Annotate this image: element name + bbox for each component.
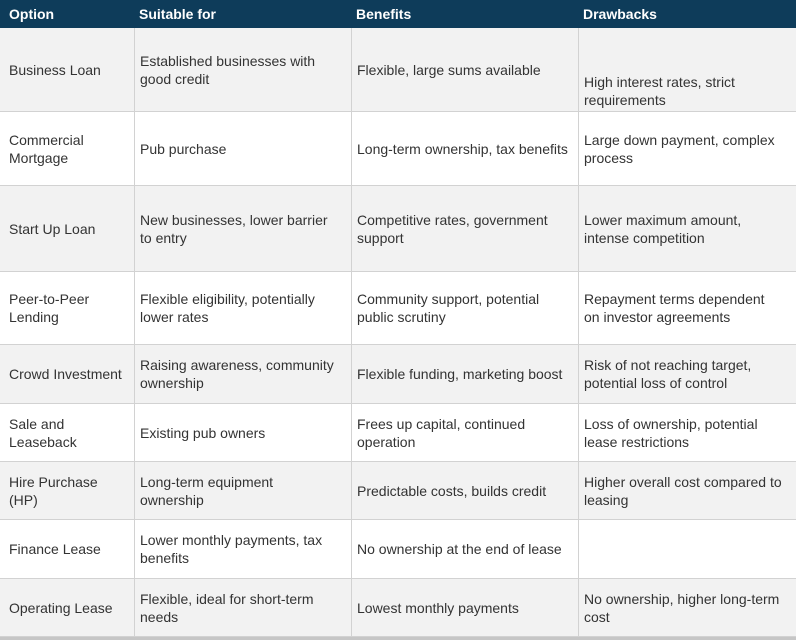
cell-benefits: Long-term ownership, tax benefits — [351, 112, 578, 186]
cell-drawbacks: No ownership, higher long-term cost — [578, 579, 796, 637]
cell-suitable-for: Established businesses with good credit — [134, 28, 351, 112]
cell-suitable-for: Lower monthly payments, tax benefits — [134, 520, 351, 579]
cell-drawbacks: Loss of ownership, potential lease restr… — [578, 404, 796, 462]
cell-benefits: Competitive rates, government support — [351, 186, 578, 272]
cell-option: Hire Purchase (HP) — [0, 462, 134, 520]
column-header-option: Option — [0, 0, 134, 28]
cell-option: Sale and Leaseback — [0, 404, 134, 462]
cell-benefits: Lowest monthly payments — [351, 579, 578, 637]
cell-drawbacks: Lower maximum amount, intense competitio… — [578, 186, 796, 272]
cell-drawbacks: Higher overall cost compared to leasing — [578, 462, 796, 520]
cell-benefits: No ownership at the end of lease — [351, 520, 578, 579]
cell-suitable-for: Raising awareness, community ownership — [134, 345, 351, 404]
cell-suitable-for: Existing pub owners — [134, 404, 351, 462]
cell-benefits: Predictable costs, builds credit — [351, 462, 578, 520]
cell-suitable-for: Flexible eligibility, potentially lower … — [134, 272, 351, 345]
table-row: Business Loan Established businesses wit… — [0, 28, 796, 112]
cell-suitable-for: Flexible, ideal for short-term needs — [134, 579, 351, 637]
column-header-benefits: Benefits — [351, 0, 578, 28]
header-row: Option Suitable for Benefits Drawbacks — [0, 0, 796, 28]
table-row: Finance Lease Lower monthly payments, ta… — [0, 520, 796, 579]
cell-drawbacks: Repayment terms dependent on investor ag… — [578, 272, 796, 345]
table-row: Start Up Loan New businesses, lower barr… — [0, 186, 796, 272]
table-body: Business Loan Established businesses wit… — [0, 28, 796, 637]
cell-option: Start Up Loan — [0, 186, 134, 272]
cell-benefits: Community support, potential public scru… — [351, 272, 578, 345]
cell-drawbacks: Large down payment, complex process — [578, 112, 796, 186]
cell-drawbacks — [578, 520, 796, 579]
table-row: Operating Lease Flexible, ideal for shor… — [0, 579, 796, 637]
table-row: Crowd Investment Raising awareness, comm… — [0, 345, 796, 404]
cell-benefits: Frees up capital, continued operation — [351, 404, 578, 462]
cell-option: Finance Lease — [0, 520, 134, 579]
cell-option: Peer-to-Peer Lending — [0, 272, 134, 345]
cell-option: Commercial Mortgage — [0, 112, 134, 186]
cell-benefits: Flexible funding, marketing boost — [351, 345, 578, 404]
cell-option: Crowd Investment — [0, 345, 134, 404]
column-header-suitable-for: Suitable for — [134, 0, 351, 28]
table-row: Hire Purchase (HP) Long-term equipment o… — [0, 462, 796, 520]
column-header-drawbacks: Drawbacks — [578, 0, 796, 28]
cell-benefits: Flexible, large sums available — [351, 28, 578, 112]
cell-drawbacks: High interest rates, strict requirements — [578, 28, 796, 112]
cell-suitable-for: New businesses, lower barrier to entry — [134, 186, 351, 272]
cell-drawbacks: Risk of not reaching target, potential l… — [578, 345, 796, 404]
table-row: Peer-to-Peer Lending Flexible eligibilit… — [0, 272, 796, 345]
cell-option: Operating Lease — [0, 579, 134, 637]
cell-suitable-for: Long-term equipment ownership — [134, 462, 351, 520]
table-row: Commercial Mortgage Pub purchase Long-te… — [0, 112, 796, 186]
cell-suitable-for: Pub purchase — [134, 112, 351, 186]
cell-option: Business Loan — [0, 28, 134, 112]
table-row: Sale and Leaseback Existing pub owners F… — [0, 404, 796, 462]
